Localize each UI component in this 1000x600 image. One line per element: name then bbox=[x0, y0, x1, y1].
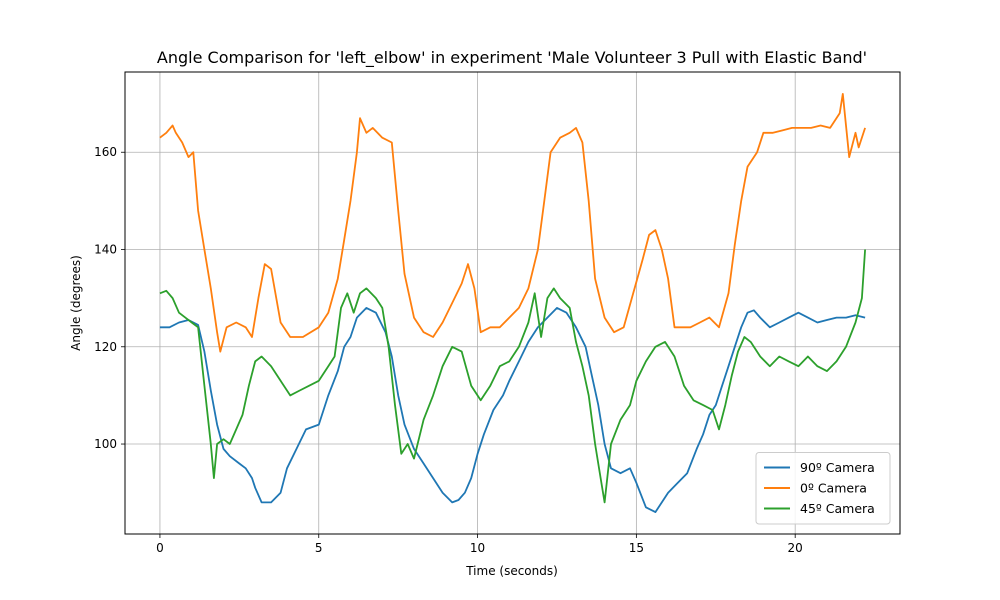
legend-label: 90º Camera bbox=[800, 460, 875, 475]
x-tick-label: 10 bbox=[470, 541, 485, 555]
y-tick-label: 140 bbox=[94, 243, 117, 257]
chart-title: Angle Comparison for 'left_elbow' in exp… bbox=[157, 48, 867, 68]
x-tick-label: 5 bbox=[315, 541, 323, 555]
y-tick-label: 100 bbox=[94, 437, 117, 451]
x-tick-label: 15 bbox=[629, 541, 644, 555]
y-tick-label: 160 bbox=[94, 145, 117, 159]
series-line-1 bbox=[159, 93, 866, 353]
series-line-2 bbox=[159, 249, 866, 504]
y-tick-label: 120 bbox=[94, 340, 117, 354]
legend-label: 45º Camera bbox=[800, 501, 875, 516]
series-line-0 bbox=[159, 306, 866, 513]
x-axis-title: Time (seconds) bbox=[465, 564, 558, 578]
legend-box bbox=[755, 452, 891, 525]
legend-label: 0º Camera bbox=[800, 481, 867, 496]
plot-frame bbox=[124, 71, 901, 535]
x-tick-label: 0 bbox=[156, 541, 164, 555]
legend: 90º Camera 0º Camera 45º Camera bbox=[755, 452, 891, 525]
x-tick-label: 20 bbox=[788, 541, 803, 555]
axis-ticks: 0 5 10 15 20 100 120 140 160 bbox=[94, 145, 803, 555]
grid bbox=[125, 72, 900, 534]
y-axis-title: Angle (degrees) bbox=[69, 255, 83, 351]
series-group bbox=[159, 93, 866, 513]
